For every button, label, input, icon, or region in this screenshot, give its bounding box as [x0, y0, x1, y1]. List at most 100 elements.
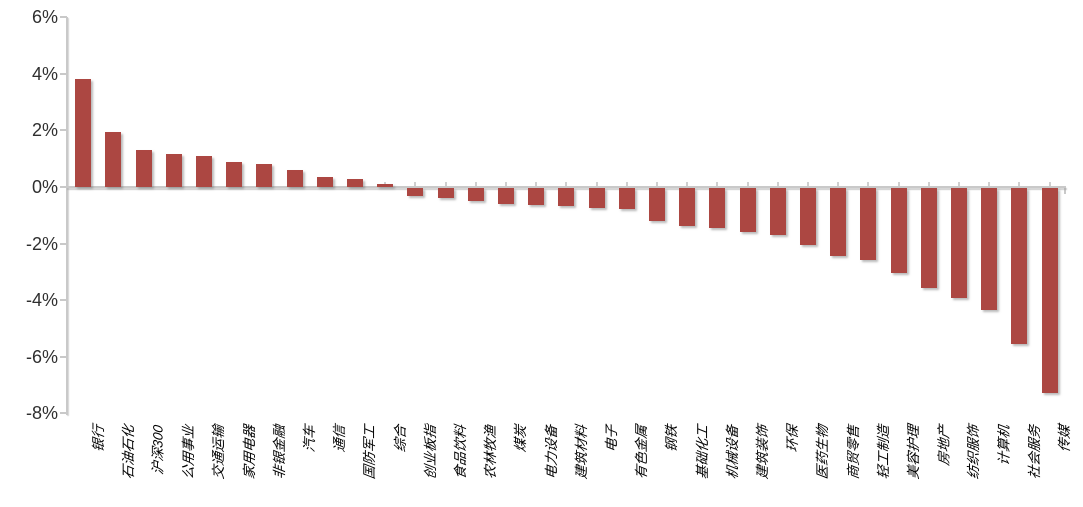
x-axis-category-label: 美容护理 — [906, 424, 921, 481]
x-axis-category-label: 创业板指 — [422, 424, 438, 481]
bar-国防军工 — [346, 178, 363, 187]
x-axis-category-tick — [444, 182, 447, 187]
x-axis-category-label: 机械设备 — [724, 424, 740, 481]
x-axis-category-tick — [988, 182, 991, 187]
x-axis-category-label: 食品饮料 — [453, 424, 468, 481]
x-axis-category-tick — [414, 182, 417, 187]
y-axis-tick-mark — [60, 412, 67, 415]
bar-综合 — [377, 184, 394, 187]
x-axis-category-label: 非银金融 — [271, 424, 287, 481]
bar-交通运输 — [195, 155, 212, 187]
y-axis-tick-label: -6% — [25, 346, 58, 367]
x-axis-category-label: 环保 — [785, 424, 801, 454]
x-axis-category-label: 传媒 — [1057, 424, 1072, 454]
x-axis-category-label: 社会服务 — [1026, 424, 1042, 481]
x-axis-category-label: 综合 — [392, 424, 408, 454]
x-axis-category-tick — [897, 182, 900, 187]
x-axis-category-tick — [957, 182, 960, 187]
x-axis-category-label: 商贸零售 — [845, 424, 861, 481]
x-axis-end-tick — [1064, 188, 1066, 194]
bar-美容护理 — [890, 188, 907, 273]
bar-计算机 — [981, 188, 998, 310]
bar-传媒 — [1041, 188, 1058, 394]
y-axis-tick-mark — [60, 129, 67, 132]
bar-沪深300 — [135, 150, 152, 187]
bar-建筑装饰 — [739, 188, 756, 232]
y-axis-tick-mark — [60, 299, 67, 302]
x-axis-category-label: 房地产 — [936, 424, 952, 467]
x-axis-category-tick — [474, 182, 477, 187]
x-axis-category-tick — [837, 182, 840, 187]
y-axis-tick-mark — [60, 186, 67, 188]
bar-机械设备 — [709, 188, 726, 228]
x-axis-category-label: 银行 — [90, 424, 106, 454]
bar-纺织服饰 — [950, 188, 967, 299]
x-axis-category-label: 计算机 — [996, 424, 1012, 467]
bar-通信 — [316, 177, 333, 187]
x-axis-category-label: 电力设备 — [543, 424, 559, 481]
x-axis-category-label: 医药生物 — [815, 424, 831, 481]
y-axis-tick-label: -4% — [25, 290, 58, 311]
x-axis-category-label: 建筑材料 — [573, 424, 589, 481]
y-axis-tick-mark — [60, 16, 67, 19]
y-axis-tick-mark — [60, 242, 67, 245]
x-axis-category-label: 通信 — [332, 424, 348, 454]
y-axis-tick-mark — [60, 355, 67, 358]
y-axis-line — [66, 17, 68, 415]
bar-钢铁 — [648, 188, 665, 221]
bar-基础化工 — [679, 188, 696, 227]
x-axis-category-tick — [776, 182, 779, 187]
bar-环保 — [769, 188, 786, 235]
x-axis-category-tick — [625, 182, 628, 187]
y-axis-tick-label: 0% — [31, 177, 58, 197]
x-axis-category-label: 公用事业 — [181, 424, 197, 481]
x-axis-category-tick — [867, 182, 870, 187]
x-axis-category-label: 交通运输 — [211, 424, 227, 481]
bar-创业板指 — [407, 188, 424, 197]
x-axis-category-label: 电子 — [604, 424, 619, 454]
x-axis-category-tick — [746, 182, 749, 187]
x-axis-category-tick — [565, 182, 568, 187]
y-axis-tick-label: 4% — [31, 63, 58, 84]
bar-公用事业 — [165, 154, 182, 187]
x-axis-category-label: 家用电器 — [241, 424, 257, 481]
x-axis-category-tick — [686, 182, 689, 187]
x-axis-category-tick — [1018, 182, 1021, 187]
x-axis-category-tick — [595, 182, 598, 187]
bar-医药生物 — [799, 188, 816, 245]
x-axis-category-tick — [535, 182, 538, 187]
x-axis-category-label: 基础化工 — [694, 424, 710, 481]
x-axis-category-tick — [1048, 182, 1051, 187]
bar-建筑材料 — [558, 188, 575, 207]
x-axis-category-label: 煤炭 — [513, 424, 529, 454]
bar-农林牧渔 — [467, 188, 484, 201]
x-axis-category-label: 建筑装饰 — [755, 424, 770, 481]
bar-房地产 — [920, 188, 937, 289]
bar-石油石化 — [105, 131, 122, 187]
x-axis-category-tick — [504, 182, 507, 187]
x-axis-category-label: 钢铁 — [664, 424, 680, 454]
bar-银行 — [75, 79, 92, 187]
bar-非银金融 — [256, 164, 273, 187]
bar-煤炭 — [497, 188, 514, 204]
bar-商贸零售 — [830, 188, 847, 256]
y-axis-tick-label: -2% — [25, 233, 58, 254]
y-axis-tick-label: 2% — [31, 120, 58, 141]
y-axis-tick-label: 6% — [31, 7, 58, 28]
x-axis-category-label: 国防军工 — [362, 424, 378, 481]
x-axis-category-label: 轻工制造 — [875, 424, 891, 481]
bar-电力设备 — [528, 188, 545, 205]
x-axis-category-label: 农林牧渔 — [483, 424, 499, 481]
bar-轻工制造 — [860, 188, 877, 261]
x-axis-category-tick — [927, 182, 930, 187]
bar-社会服务 — [1011, 188, 1028, 344]
y-axis-tick-label: -8% — [25, 403, 58, 424]
x-axis-category-label: 沪深300 — [151, 424, 166, 476]
bar-食品饮料 — [437, 188, 454, 198]
bar-汽车 — [286, 170, 303, 187]
y-axis-tick-mark — [60, 72, 67, 75]
x-axis-category-label: 汽车 — [302, 424, 317, 454]
bar-电子 — [588, 188, 605, 208]
bar-有色金属 — [618, 188, 635, 210]
